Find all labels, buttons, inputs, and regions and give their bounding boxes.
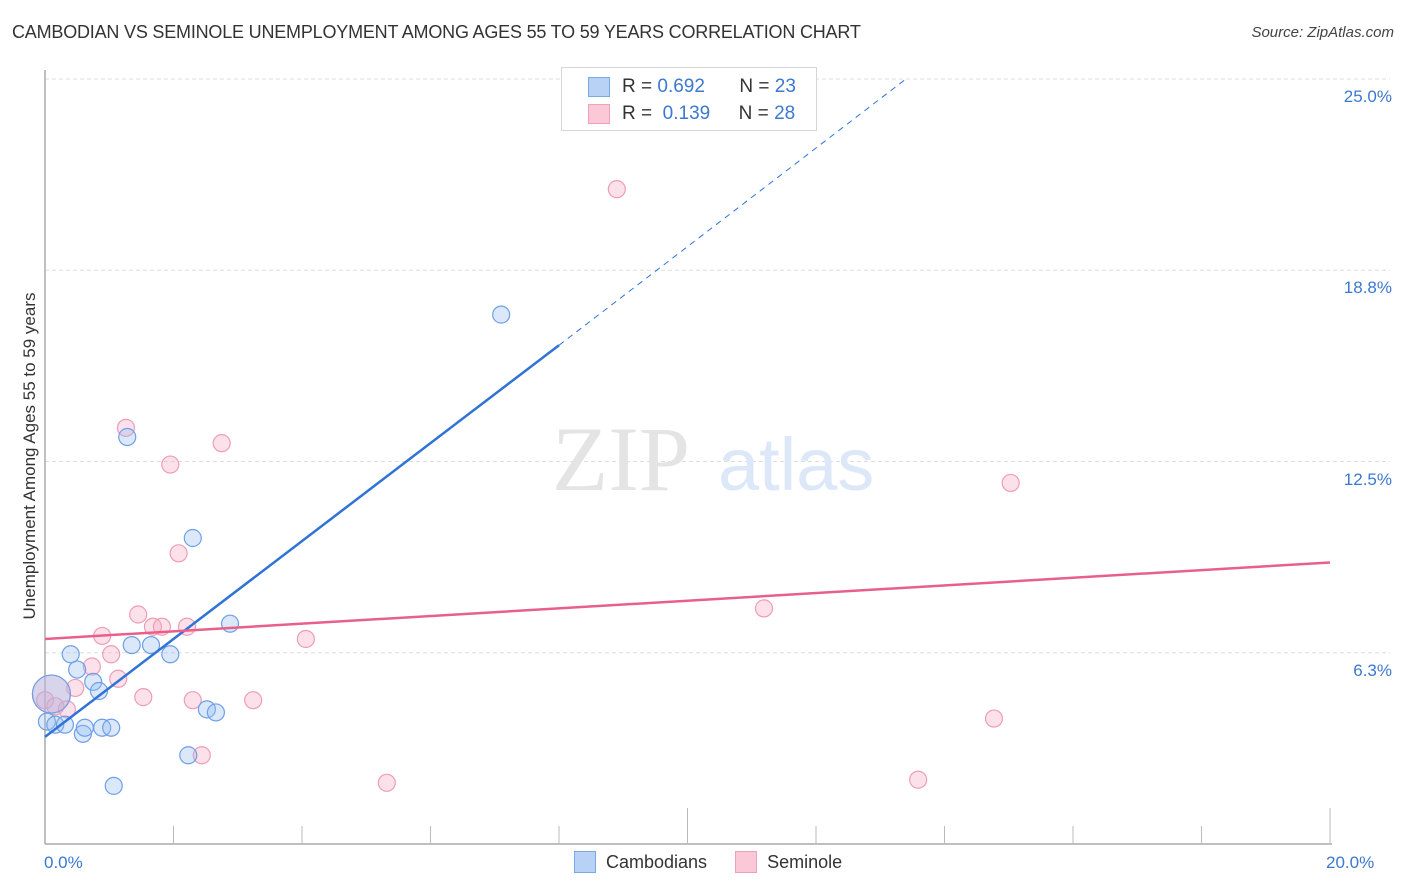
data-point[interactable]	[55, 715, 75, 734]
data-point[interactable]	[35, 691, 55, 710]
data-point[interactable]	[161, 455, 180, 474]
data-point[interactable]	[46, 715, 65, 734]
data-point[interactable]	[909, 770, 928, 789]
cambodians-swatch-icon	[574, 851, 596, 873]
data-point[interactable]	[118, 427, 137, 447]
data-point[interactable]	[89, 681, 109, 701]
source-label: Source: ZipAtlas.com	[1251, 24, 1394, 41]
data-point[interactable]	[296, 629, 315, 649]
data-point[interactable]	[607, 180, 626, 199]
x-tick-left: 0.0%	[44, 853, 83, 872]
data-point[interactable]	[192, 746, 211, 765]
cambodians-points	[31, 305, 511, 795]
data-point[interactable]	[206, 703, 226, 722]
n-value: 28	[774, 103, 796, 124]
data-point[interactable]	[129, 605, 148, 624]
y-tick-label: 6.3%	[1353, 660, 1392, 680]
legend-row-cambodians: R = 0.692 N = 23	[588, 75, 796, 99]
data-point[interactable]	[102, 718, 121, 737]
x-tick-right: 20.0%	[1326, 853, 1375, 872]
data-point[interactable]	[82, 657, 102, 676]
data-point[interactable]	[244, 691, 263, 710]
y-tick-label: 25.0%	[1343, 87, 1392, 106]
trend-lines	[44, 78, 1331, 738]
data-point[interactable]	[212, 434, 231, 453]
seminole-swatch-icon	[735, 851, 758, 873]
data-point[interactable]	[377, 773, 396, 792]
legend-item-cambodians[interactable]: Cambodians	[574, 851, 707, 873]
data-point[interactable]	[161, 645, 180, 664]
data-point[interactable]	[141, 635, 161, 655]
gridlines	[45, 78, 1390, 654]
r-value: 0.692	[657, 76, 705, 97]
data-point[interactable]	[104, 776, 123, 795]
legend-row-seminole: R = 0.139 N = 28	[588, 102, 795, 126]
y-tick-label: 12.5%	[1343, 469, 1392, 489]
data-point[interactable]	[1001, 473, 1020, 493]
correlation-legend: R = 0.692 N = 23 R = 0.139 N = 28	[561, 67, 817, 131]
axes	[44, 70, 1332, 845]
data-point[interactable]	[68, 660, 87, 679]
r-label: R =	[622, 76, 653, 97]
n-value: 23	[774, 76, 796, 97]
data-point[interactable]	[754, 599, 774, 618]
data-point[interactable]	[102, 645, 121, 664]
data-point[interactable]	[183, 528, 202, 548]
legend-label: Seminole	[767, 851, 843, 872]
data-point[interactable]	[116, 418, 136, 437]
data-point[interactable]	[179, 746, 198, 765]
data-point[interactable]	[183, 691, 202, 710]
data-point[interactable]	[122, 635, 141, 655]
data-point[interactable]	[134, 688, 153, 707]
data-point[interactable]	[492, 305, 511, 324]
seminole-swatch-icon	[588, 104, 610, 124]
legend-label: Cambodians	[606, 851, 708, 872]
y-tick-label: 18.8%	[1343, 278, 1392, 298]
data-point[interactable]	[46, 697, 65, 716]
data-point[interactable]	[61, 645, 80, 664]
data-point[interactable]	[31, 674, 72, 714]
data-point[interactable]	[66, 678, 85, 698]
data-point[interactable]	[169, 544, 188, 563]
data-point[interactable]	[84, 672, 103, 691]
series-legend: Cambodians Seminole	[574, 851, 870, 873]
data-point[interactable]	[75, 718, 94, 737]
legend-item-seminole[interactable]: Seminole	[735, 851, 842, 873]
data-point[interactable]	[220, 614, 240, 633]
cambodians-swatch-icon	[588, 77, 610, 97]
watermark-zip: ZIP	[552, 408, 690, 510]
chart-title: CAMBODIAN VS SEMINOLE UNEMPLOYMENT AMONG…	[12, 22, 861, 42]
data-point[interactable]	[984, 709, 1004, 728]
n-label: N =	[738, 103, 769, 124]
r-value: 0.139	[662, 103, 711, 124]
r-label: R =	[622, 103, 653, 124]
seminole-points	[31, 180, 1020, 792]
n-label: N =	[739, 76, 770, 97]
data-point[interactable]	[57, 700, 76, 719]
watermark-atlas: atlas	[718, 423, 874, 506]
